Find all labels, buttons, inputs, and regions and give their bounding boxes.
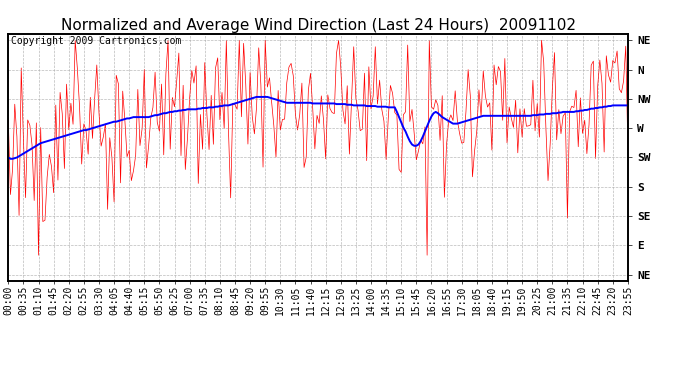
Text: Copyright 2009 Cartronics.com: Copyright 2009 Cartronics.com [11, 36, 181, 46]
Title: Normalized and Average Wind Direction (Last 24 Hours)  20091102: Normalized and Average Wind Direction (L… [61, 18, 575, 33]
